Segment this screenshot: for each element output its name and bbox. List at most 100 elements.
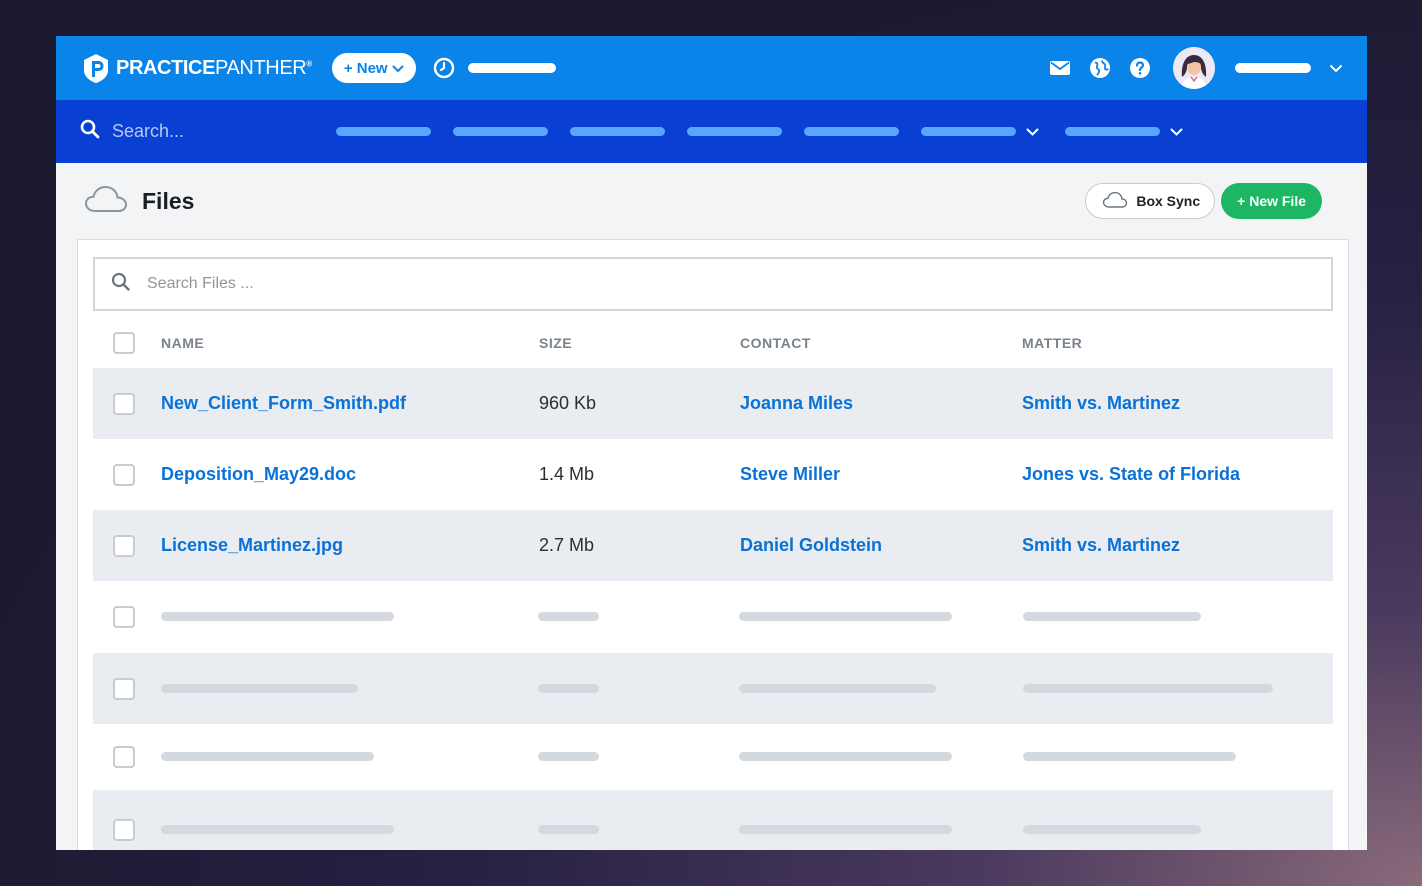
- user-name-placeholder[interactable]: [1235, 63, 1311, 73]
- new-file-button[interactable]: + New File: [1221, 183, 1322, 219]
- logo-text-light: PANTHER: [215, 56, 307, 79]
- logo-text-bold: PRACTICE: [116, 56, 216, 79]
- contact-link[interactable]: Steve Miller: [740, 464, 841, 484]
- placeholder-bar: [739, 752, 952, 761]
- contact-link[interactable]: Joanna Miles: [740, 393, 854, 413]
- row-checkbox[interactable]: [113, 392, 135, 415]
- box-sync-button[interactable]: Box Sync: [1085, 183, 1216, 219]
- nav-bar: Search...: [56, 100, 1367, 163]
- placeholder-bar: [739, 825, 952, 834]
- placeholder-bar: [538, 752, 599, 761]
- column-header-contact[interactable]: CONTACT: [740, 335, 811, 351]
- new-button-label: + New: [343, 59, 388, 77]
- mail-icon[interactable]: [1049, 60, 1071, 76]
- file-name-link[interactable]: Deposition_May29.doc: [161, 464, 357, 484]
- placeholder-row: [93, 790, 1333, 850]
- placeholder-bar: [1023, 683, 1273, 693]
- nav-item-2[interactable]: [453, 127, 548, 136]
- nav-item-placeholder: [687, 127, 782, 136]
- cloud-icon: [84, 184, 128, 219]
- nav-item-placeholder: [570, 127, 665, 136]
- nav-item-1[interactable]: [336, 127, 431, 136]
- placeholder-bar: [739, 683, 936, 693]
- new-button[interactable]: + New: [331, 53, 416, 83]
- chevron-down-icon: [1026, 123, 1039, 141]
- file-name-link[interactable]: New_Client_Form_Smith.pdf: [161, 393, 407, 413]
- placeholder-bar: [161, 683, 358, 693]
- timer-clock-icon[interactable]: [432, 56, 456, 80]
- top-bar-actions: [1049, 47, 1343, 89]
- header-actions: Box Sync + New File: [1085, 183, 1322, 219]
- nav-item-7-dropdown[interactable]: [1065, 123, 1183, 141]
- nav-menu: [336, 123, 1183, 141]
- placeholder-bar: [161, 611, 394, 621]
- table-row: License_Martinez.jpg 2.7 Mb Daniel Golds…: [93, 510, 1333, 581]
- files-panel: Search Files ... NAME SIZE CONTACT MATTE…: [77, 239, 1349, 850]
- nav-item-6-dropdown[interactable]: [921, 123, 1039, 141]
- file-name-link[interactable]: License_Martinez.jpg: [161, 535, 344, 555]
- globe-icon[interactable]: [1089, 57, 1111, 79]
- files-table: NAME SIZE CONTACT MATTER New_Client_Form…: [93, 318, 1333, 850]
- file-size: 960 Kb: [539, 393, 597, 413]
- file-size: 2.7 Mb: [539, 535, 595, 555]
- global-search-placeholder: Search...: [112, 121, 185, 141]
- placeholder-row: [93, 653, 1333, 724]
- select-all-checkbox[interactable]: [113, 332, 135, 354]
- table-row: New_Client_Form_Smith.pdf 960 Kb Joanna …: [93, 368, 1333, 439]
- logo-registered-mark: ®: [306, 58, 312, 68]
- placeholder-bar: [1023, 611, 1201, 621]
- row-checkbox[interactable]: [113, 746, 135, 768]
- row-checkbox[interactable]: [113, 819, 135, 841]
- placeholder-bar: [538, 825, 599, 834]
- box-sync-label: Box Sync: [1136, 193, 1201, 209]
- timer-placeholder: [467, 63, 556, 73]
- chevron-down-icon: [1170, 123, 1183, 141]
- nav-item-4[interactable]: [687, 127, 782, 136]
- column-header-matter[interactable]: MATTER: [1022, 335, 1083, 351]
- table-header-row: NAME SIZE CONTACT MATTER: [93, 318, 1333, 368]
- cloud-icon: [1102, 191, 1128, 212]
- nav-item-placeholder: [921, 127, 1016, 136]
- contact-link[interactable]: Daniel Goldstein: [740, 535, 883, 555]
- column-header-name[interactable]: NAME: [161, 335, 205, 351]
- row-checkbox[interactable]: [113, 534, 135, 557]
- row-checkbox[interactable]: [113, 605, 135, 628]
- search-icon: [80, 119, 100, 144]
- top-bar: PRACTICEPANTHER® + New: [56, 36, 1367, 100]
- page-title: Files: [142, 187, 195, 214]
- app-window: PRACTICEPANTHER® + New: [56, 36, 1367, 850]
- placeholder-bar: [1023, 825, 1201, 834]
- logo[interactable]: PRACTICEPANTHER®: [80, 52, 312, 84]
- nav-item-placeholder: [1065, 127, 1160, 136]
- placeholder-row: [93, 724, 1333, 790]
- chevron-down-icon[interactable]: [1329, 64, 1343, 73]
- placeholder-bar: [1023, 752, 1236, 761]
- placeholder-bar: [538, 683, 599, 693]
- placeholder-bar: [538, 611, 599, 621]
- file-size: 1.4 Mb: [539, 464, 595, 484]
- table-row: Deposition_May29.doc 1.4 Mb Steve Miller…: [93, 439, 1333, 510]
- matter-link[interactable]: Jones vs. State of Florida: [1022, 464, 1241, 484]
- chevron-down-icon: [392, 60, 404, 77]
- matter-link[interactable]: Smith vs. Martinez: [1022, 393, 1181, 413]
- files-search-placeholder: Search Files ...: [147, 275, 254, 292]
- nav-item-5[interactable]: [804, 127, 899, 136]
- nav-item-placeholder: [336, 127, 431, 136]
- search-icon: [111, 272, 131, 297]
- files-search-input[interactable]: Search Files ...: [93, 257, 1333, 311]
- placeholder-bar: [161, 752, 374, 761]
- new-file-label: + New File: [1237, 193, 1306, 209]
- placeholder-bar: [161, 825, 394, 834]
- row-checkbox[interactable]: [113, 677, 135, 700]
- help-icon[interactable]: [1129, 57, 1151, 79]
- column-header-size[interactable]: SIZE: [539, 335, 573, 351]
- page-header: Files Box Sync + New File: [56, 163, 1367, 239]
- nav-item-placeholder: [804, 127, 899, 136]
- user-avatar[interactable]: [1173, 47, 1215, 89]
- placeholder-row: [93, 581, 1333, 652]
- nav-item-3[interactable]: [570, 127, 665, 136]
- matter-link[interactable]: Smith vs. Martinez: [1022, 535, 1181, 555]
- global-search[interactable]: Search...: [80, 119, 336, 144]
- placeholder-bar: [739, 611, 952, 621]
- row-checkbox[interactable]: [113, 463, 135, 486]
